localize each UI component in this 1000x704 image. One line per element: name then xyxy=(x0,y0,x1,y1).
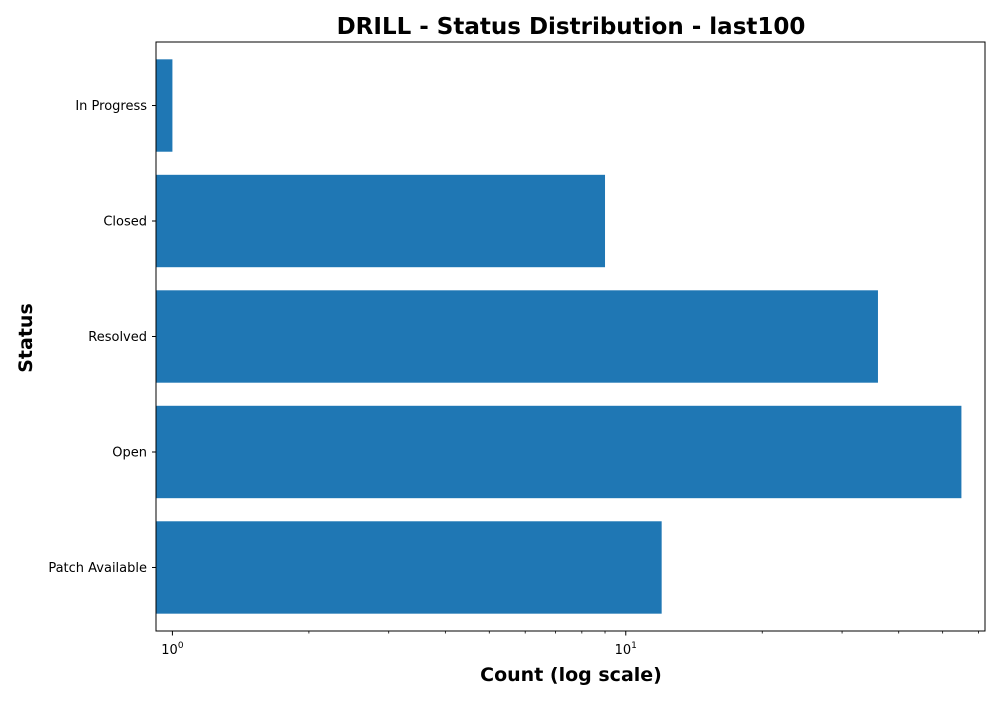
plot-frame xyxy=(155,41,986,632)
y-tick-label-patch-available: Patch Available xyxy=(48,561,147,576)
bars-group xyxy=(156,59,962,614)
bar-patch-available xyxy=(156,521,662,614)
bar-resolved xyxy=(156,290,878,383)
y-tick-label-open: Open xyxy=(112,445,147,460)
x-tick-label-1: 101 xyxy=(615,641,637,658)
x-tick-exponent: 0 xyxy=(178,641,184,651)
bar-closed xyxy=(156,174,606,268)
y-axis-label: Status xyxy=(15,303,37,373)
y-tick-label-resolved: Resolved xyxy=(88,330,147,345)
y-tick-label-in-progress: In Progress xyxy=(75,99,147,114)
axis-ticks-group: Patch Available Open Resolved Closed In Prog… xyxy=(48,99,979,658)
chart-title: DRILL - Status Distribution - last100 xyxy=(337,14,806,40)
y-tick-label-closed: Closed xyxy=(103,215,147,230)
bar-in-progress xyxy=(156,59,173,152)
bar-open xyxy=(156,405,962,499)
x-tick-label-0: 100 xyxy=(161,641,184,658)
x-tick-exponent: 1 xyxy=(631,641,637,651)
x-axis-label: Count (log scale) xyxy=(480,664,662,686)
